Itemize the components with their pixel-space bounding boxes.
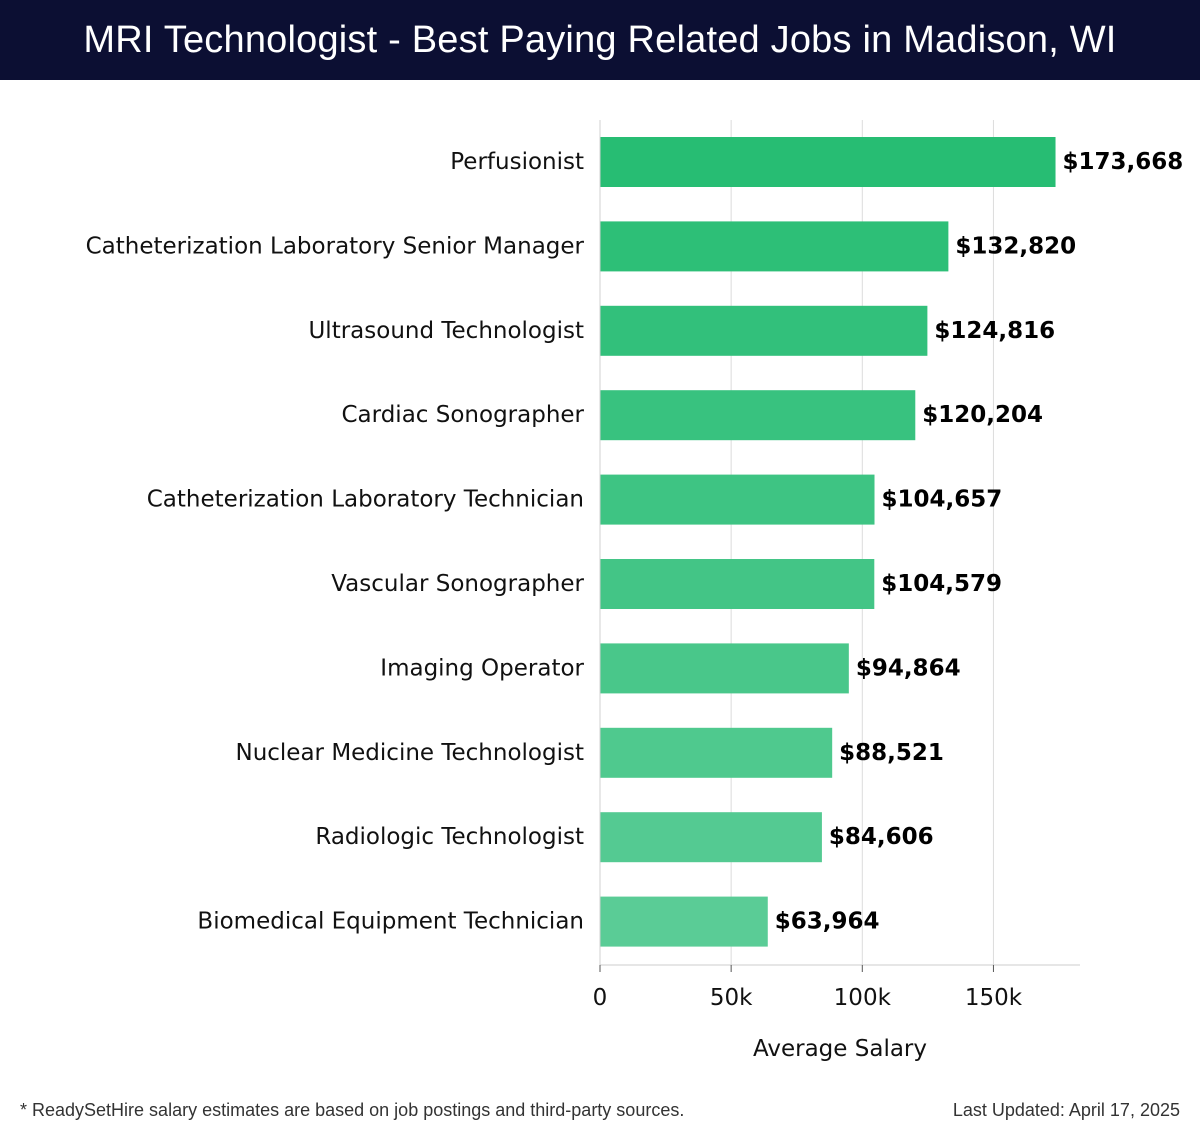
x-tick-label: 100k bbox=[834, 985, 892, 1011]
bar bbox=[600, 305, 928, 356]
salary-bar-chart: Perfusionist $173,668 Catheterization Labo… bbox=[86, 120, 1184, 1062]
page-title: MRI Technologist - Best Paying Related J… bbox=[83, 18, 1117, 61]
value-label: $120,204 bbox=[922, 402, 1043, 428]
value-label: $94,864 bbox=[856, 655, 961, 681]
category-label: Radiologic Technologist bbox=[315, 824, 584, 850]
value-label: $88,521 bbox=[839, 740, 944, 766]
bar bbox=[600, 137, 1056, 187]
footer-note: * ReadySetHire salary estimates are base… bbox=[20, 1100, 685, 1120]
category-label: Cardiac Sonographer bbox=[342, 402, 585, 428]
bar bbox=[600, 559, 875, 609]
value-label: $84,606 bbox=[829, 824, 934, 850]
value-label: $173,668 bbox=[1063, 149, 1184, 175]
last-updated: Last Updated: April 17, 2025 bbox=[952, 1100, 1180, 1120]
x-axis-title: Average Salary bbox=[753, 1036, 927, 1062]
value-label: $63,964 bbox=[775, 909, 880, 935]
category-label: Vascular Sonographer bbox=[331, 571, 584, 597]
bar bbox=[600, 221, 949, 272]
value-label: $124,816 bbox=[934, 318, 1055, 344]
value-label: $132,820 bbox=[955, 233, 1076, 259]
x-tick-label: 150k bbox=[965, 985, 1023, 1011]
category-label: Catheterization Laboratory Senior Manage… bbox=[86, 233, 585, 259]
labels: Perfusionist $173,668 Catheterization Labo… bbox=[86, 149, 1184, 935]
value-label: $104,657 bbox=[882, 487, 1003, 513]
bar bbox=[600, 812, 822, 863]
category-label: Biomedical Equipment Technician bbox=[197, 909, 584, 935]
category-label: Catheterization Laboratory Technician bbox=[147, 487, 584, 513]
x-axis: 0 50k 100k 150k Average Salary bbox=[593, 120, 1080, 1062]
bar bbox=[600, 727, 833, 778]
bar bbox=[600, 896, 768, 947]
category-label: Perfusionist bbox=[450, 149, 584, 175]
x-tick-label: 50k bbox=[710, 985, 753, 1011]
bar bbox=[600, 390, 916, 441]
category-label: Imaging Operator bbox=[380, 655, 584, 681]
bars bbox=[600, 137, 1056, 947]
bar bbox=[600, 643, 849, 694]
x-tick-label: 0 bbox=[593, 985, 608, 1011]
header-bar: MRI Technologist - Best Paying Related J… bbox=[0, 0, 1200, 80]
category-label: Nuclear Medicine Technologist bbox=[235, 740, 584, 766]
bar bbox=[600, 474, 875, 525]
value-label: $104,579 bbox=[881, 571, 1002, 597]
category-label: Ultrasound Technologist bbox=[308, 318, 584, 344]
